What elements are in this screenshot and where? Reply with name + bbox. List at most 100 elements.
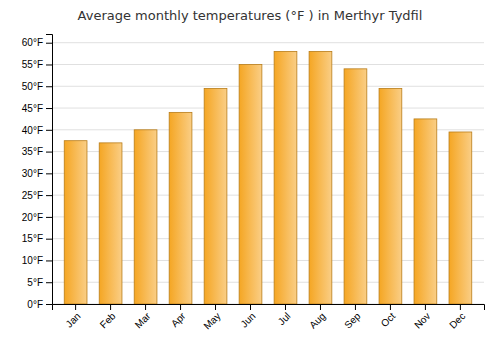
x-tick-mark [75,304,76,310]
y-tick: 15°F [22,233,52,244]
bar [414,119,437,304]
plot: 0°F 5°F 10°F 15°F 20°F 25°F 30°F 35°F 40°F 45°F 50… [22,35,485,332]
x-tick-label: Jun [238,310,257,329]
bar [274,51,297,304]
y-tick: 20°F [22,212,52,223]
y-tick: 45°F [22,103,52,114]
bar [134,130,157,304]
y-axis-line [46,35,53,305]
chart: 0°F 5°F 10°F 15°F 20°F 25°F 30°F 35°F 40°F 45°F 50… [0,0,500,350]
y-tick: 25°F [22,190,52,201]
bar [169,112,192,304]
grid-line [52,64,484,65]
x-tick-mark [145,304,146,310]
y-tick-mark [46,43,52,44]
x-tick-label: Aug [307,310,327,330]
x-tick-mark [110,304,111,310]
y-tick-label: 35°F [22,146,43,157]
bar [204,88,227,304]
x-tick: Apr [169,304,188,329]
grid-line [52,86,484,87]
x-tick: Sep [342,304,363,331]
y-tick-mark [46,173,52,174]
x-tick-mark [215,304,216,310]
y-tick-mark [46,152,52,153]
y-tick-mark [46,217,52,218]
bar [309,51,332,304]
x-tick: Jun [238,304,257,330]
bars [64,51,472,304]
x-tick-label: Sep [342,310,363,331]
x-tick-mark [250,304,251,310]
y-tick-mark [46,304,52,305]
x-tick: Jan [64,304,83,330]
y-tick: 5°F [27,277,52,288]
y-tick-mark [46,130,52,131]
y-tick: 50°F [22,81,52,92]
y-tick: 40°F [22,125,52,136]
x-tick: May [201,304,222,332]
y-axis: 0°F 5°F 10°F 15°F 20°F 25°F 30°F 35°F 40°F 45°F 50… [22,35,53,310]
x-tick: Mar [133,304,153,330]
y-tick: 0°F [27,299,52,310]
x-tick: Oct [379,304,398,329]
y-tick: 55°F [22,59,52,70]
y-tick: 30°F [22,168,52,179]
y-tick-label: 45°F [22,103,43,114]
y-tick-label: 10°F [22,255,43,266]
y-tick-mark [46,108,52,109]
x-tick-mark [460,304,461,310]
x-axis: Jan Feb Mar Apr May Jun Jul Aug Sep Oct Nov Dec [53,304,485,332]
x-tick-mark [425,304,426,310]
x-tick-label: Mar [133,310,153,330]
y-tick-label: 55°F [22,59,43,70]
y-tick-mark [46,239,52,240]
grid-line [52,108,484,109]
x-tick: Jul [276,304,293,327]
y-tick-label: 15°F [22,233,43,244]
bar [99,143,122,304]
bar [449,132,472,304]
y-tick-mark [46,86,52,87]
x-tick-label: Jul [276,310,293,327]
x-tick-mark [285,304,286,310]
x-tick: Nov [412,304,432,331]
y-tick: 35°F [22,146,52,157]
y-tick-label: 5°F [27,277,43,288]
x-tick-mark [320,304,321,310]
y-tick-label: 0°F [27,299,43,310]
y-tick-label: 40°F [22,125,43,136]
x-tick: Dec [447,304,467,331]
x-axis-line [53,305,485,311]
x-tick-mark [390,304,391,310]
y-tick-label: 20°F [22,212,43,223]
y-tick-label: 30°F [22,168,43,179]
x-tick-label: Nov [412,310,432,330]
y-tick-mark [46,64,52,65]
bar [344,69,367,304]
title: Average monthly temperatures (°F ) in Me… [78,8,423,23]
x-tick-mark [180,304,181,310]
x-tick-label: Oct [379,310,398,329]
y-tick-mark [46,260,52,261]
y-tick-label: 50°F [22,81,43,92]
bar [239,64,262,304]
x-tick-label: Jan [64,310,83,329]
bar [64,141,87,304]
y-tick: 10°F [22,255,52,266]
y-tick-mark [46,195,52,196]
x-tick: Feb [98,304,118,330]
x-tick: Aug [307,304,327,331]
y-tick-mark [46,282,52,283]
y-tick-label: 25°F [22,190,43,201]
x-tick-label: Dec [447,310,467,330]
x-tick-label: May [201,310,222,331]
y-tick-label: 60°F [22,37,43,48]
grid [52,43,484,304]
y-tick: 60°F [22,37,52,48]
x-tick-label: Feb [98,310,118,330]
grid-line [52,42,484,43]
bar [379,88,402,304]
x-tick-mark [355,304,356,310]
x-tick-label: Apr [169,310,188,329]
